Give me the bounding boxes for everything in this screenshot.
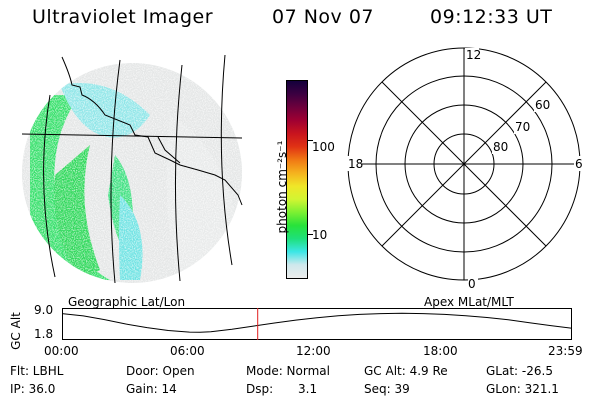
mlt-label-12: 12 <box>466 48 481 62</box>
chart-xtick-1: 06:00 <box>170 344 205 358</box>
colorbar-tick-100: 100 <box>312 140 335 154</box>
colorbar-tick-mark-100 <box>307 140 313 141</box>
chart-ytick-bottom: 1.8 <box>34 327 54 341</box>
status-dsp-label: Dsp: <box>246 382 274 396</box>
auroral-image-map <box>21 55 243 284</box>
colorbar-tick-mark-10 <box>307 234 313 235</box>
auroral-emission <box>22 63 242 283</box>
chart-xtick-0: 00:00 <box>44 344 79 358</box>
chart-xtick-2: 12:00 <box>296 344 331 358</box>
mlat-label-80: 80 <box>493 140 508 154</box>
chart-xtick-4: 23:59 <box>548 344 583 358</box>
status-seq: Seq: 39 <box>364 382 410 396</box>
status-glon: GLon: 321.1 <box>486 382 559 396</box>
coastline <box>61 56 243 206</box>
mlat-label-60: 60 <box>535 98 550 112</box>
map-grid <box>21 55 243 284</box>
mlat-label-70: 70 <box>515 120 530 134</box>
colorbar <box>286 80 308 279</box>
status-dsp-value: 3.1 <box>298 382 318 396</box>
mlt-label-6: 6 <box>575 157 583 171</box>
polar-plot: 12 18 6 0 60 70 80 <box>346 47 584 291</box>
geo-map-label: Geographic Lat/Lon <box>68 295 186 309</box>
chart-frame <box>62 308 572 340</box>
chart-ylabel: GC Alt <box>9 312 23 350</box>
status-filter: Flt: LBHL <box>10 364 64 378</box>
status-gain: Gain: 14 <box>126 382 177 396</box>
date-label: 07 Nov 07 <box>272 6 375 28</box>
colorbar-tick-10: 10 <box>312 228 328 242</box>
instrument-title: Ultraviolet Imager <box>32 6 214 28</box>
status-glat: GLat: -26.5 <box>486 364 553 378</box>
chart-xtick-3: 18:00 <box>423 344 458 358</box>
altitude-series-line <box>62 312 572 333</box>
mlt-label-18: 18 <box>348 157 363 171</box>
altitude-chart <box>62 308 572 340</box>
colorbar-unit-label: photon cm⁻²s⁻¹ <box>275 140 289 234</box>
status-mode: Mode: Normal <box>246 364 330 378</box>
polar-axis-diagonal-b <box>381 81 547 247</box>
status-gc-alt: GC Alt: 4.9 Re <box>364 364 448 378</box>
time-label: 09:12:33 UT <box>430 6 553 28</box>
chart-ytick-top: 9.0 <box>34 303 54 317</box>
mlt-label-0: 0 <box>468 277 476 291</box>
status-ip: IP: 36.0 <box>10 382 56 396</box>
status-door: Door: Open <box>126 364 195 378</box>
polar-plot-label: Apex MLat/MLT <box>424 295 514 309</box>
